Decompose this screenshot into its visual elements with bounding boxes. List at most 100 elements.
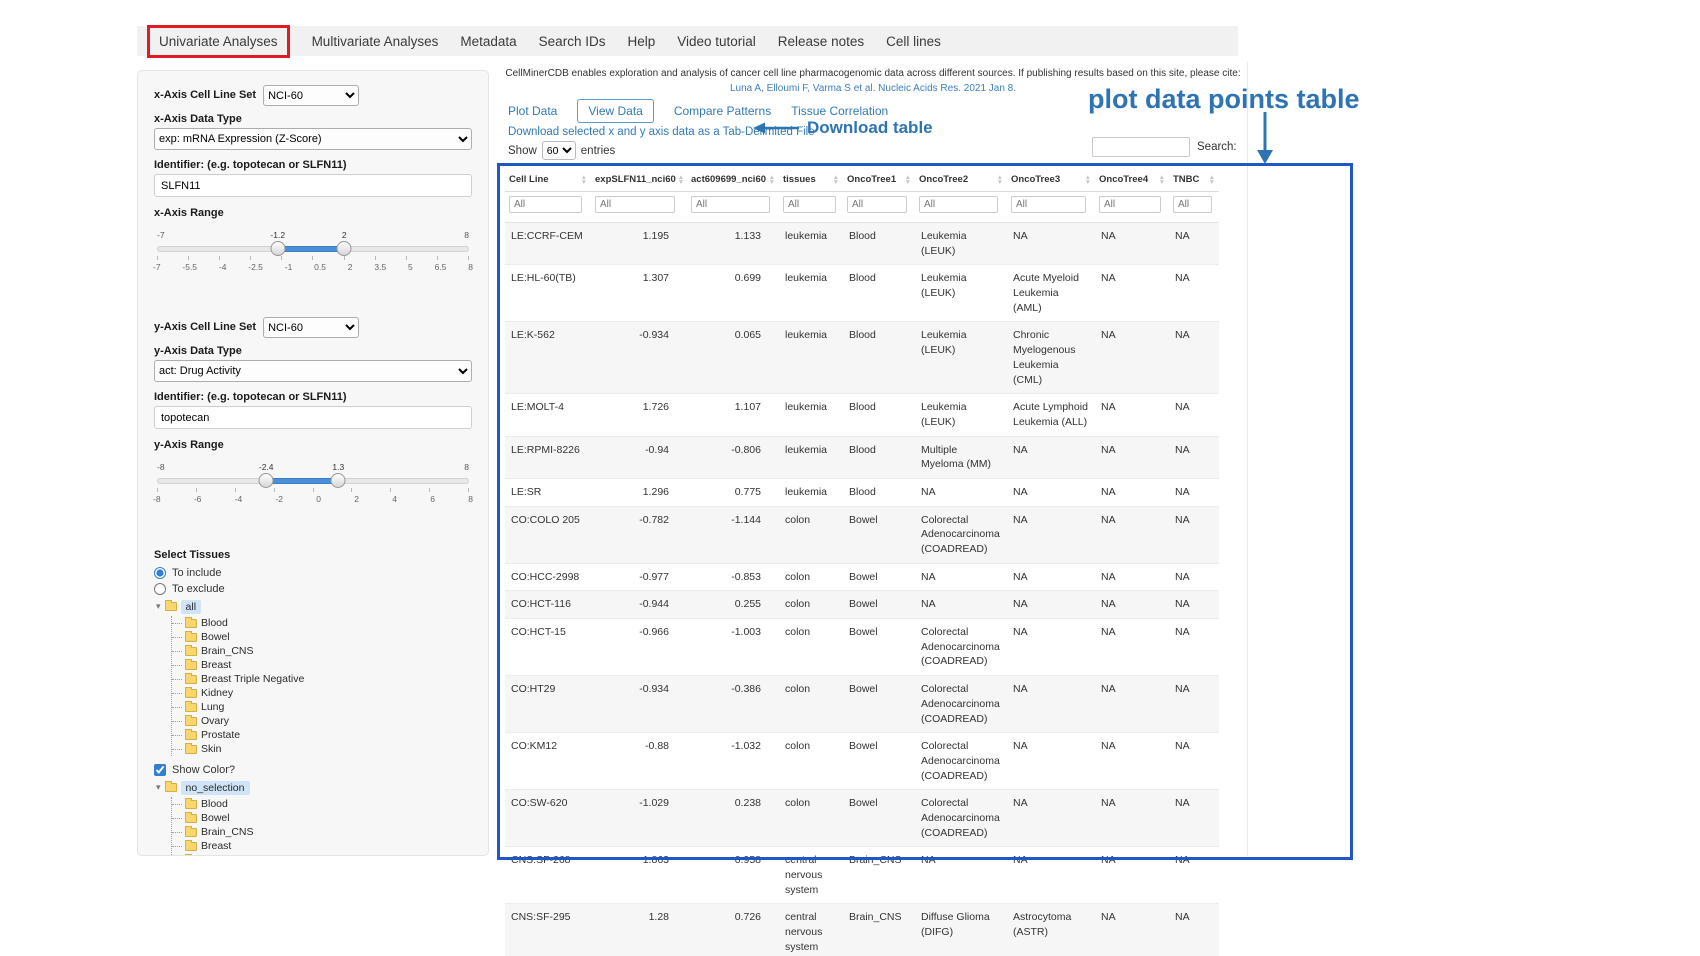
table-row[interactable]: CNS:SF-295 1.28 0.726 central nervous sy…	[505, 903, 1219, 956]
table-row[interactable]: CO:HT29 -0.934 -0.386 colon Bowel Colore…	[505, 675, 1219, 734]
column-filter-input[interactable]	[919, 196, 998, 213]
column-header[interactable]: OncoTree3 ▲ ▼	[1007, 168, 1095, 192]
sort-icon[interactable]: ▲ ▼	[678, 174, 683, 185]
tissue-tree-item[interactable]: Blood	[172, 797, 472, 811]
column-header[interactable]: OncoTree1 ▲ ▼	[843, 168, 915, 192]
tissue-tree-item[interactable]: Skin	[172, 742, 472, 756]
exclude-radio-row[interactable]: To exclude	[154, 583, 472, 595]
show-color-checkbox[interactable]	[154, 764, 166, 776]
x-range-slider[interactable]: -7 8 -1.2 2 -7 -5.5 -4 -2.5 -1 0.5 2 3.5 5 6.5 8	[153, 230, 473, 279]
tab-plot-data[interactable]: Plot Data	[508, 104, 558, 118]
y-identifier-input[interactable]	[154, 406, 472, 429]
tissue-tree-item[interactable]: Breast Triple Negative	[172, 672, 472, 686]
table-row[interactable]: CO:HCC-2998 -0.977 -0.853 colon Bowel NA…	[505, 563, 1219, 592]
search-input[interactable]	[1092, 137, 1190, 157]
sort-icon[interactable]: ▲ ▼	[997, 174, 1003, 185]
table-row[interactable]: CO:COLO 205 -0.782 -1.144 colon Bowel Co…	[505, 506, 1219, 564]
tree-root-no-selection[interactable]: ▾ no_selection	[156, 780, 472, 795]
tissue-tree-item[interactable]: Lung	[172, 700, 472, 714]
tissue-tree-item[interactable]: Bowel	[172, 630, 472, 644]
sort-icon[interactable]: ▲ ▼	[768, 174, 775, 185]
column-header-label: OncoTree4	[1099, 174, 1149, 185]
column-header[interactable]: TNBC ▲ ▼	[1169, 168, 1219, 192]
sort-down-icon: ▼	[768, 178, 775, 185]
column-filter-input[interactable]	[691, 196, 770, 213]
table-row[interactable]: CO:HCT-116 -0.944 0.255 colon Bowel NA N…	[505, 590, 1219, 620]
tissue-cell: colon	[779, 590, 843, 620]
sort-icon[interactable]: ▲ ▼	[833, 174, 839, 185]
include-radio-row[interactable]: To include	[154, 567, 472, 579]
x-slider-handle-low[interactable]	[270, 241, 286, 256]
column-filter-input[interactable]	[847, 196, 908, 213]
tissue-tree-item[interactable]: Brain_CNS	[172, 825, 472, 839]
nav-item-search-ids[interactable]: Search IDs	[538, 33, 606, 49]
column-header[interactable]: OncoTree4 ▲ ▼	[1095, 168, 1169, 192]
tissue-tree-item[interactable]: Brain_CNS	[172, 644, 472, 658]
tissue-tree-item[interactable]: Ovary	[172, 714, 472, 728]
x-identifier-input[interactable]	[154, 174, 472, 197]
column-filter-input[interactable]	[1173, 196, 1213, 213]
sort-icon[interactable]: ▲ ▼	[1085, 174, 1091, 185]
sort-icon[interactable]: ▲ ▼	[1159, 174, 1165, 185]
x-slider-handle-high[interactable]	[336, 241, 352, 256]
citation-reference-link[interactable]: Luna A, Elloumi F, Varma S et al. Nuclei…	[729, 83, 1017, 94]
column-header[interactable]: tissues ▲ ▼	[779, 168, 843, 192]
include-radio[interactable]	[154, 567, 166, 579]
tissue-tree-item[interactable]: Breast	[172, 839, 472, 853]
tissue-tree-item[interactable]: Breast Triple Negative	[172, 853, 472, 855]
search-label: Search:	[1197, 141, 1237, 153]
tissue-tree-item[interactable]: Bowel	[172, 811, 472, 825]
nav-item-release-notes[interactable]: Release notes	[777, 33, 865, 49]
x-data-type-select[interactable]: exp: mRNA Expression (Z-Score)	[154, 128, 472, 150]
nav-item-cell-lines[interactable]: Cell lines	[886, 33, 941, 49]
table-row[interactable]: LE:K-562 -0.934 0.065 leukemia Blood Leu…	[505, 321, 1219, 395]
nav-item-metadata[interactable]: Metadata	[460, 33, 517, 49]
column-header[interactable]: expSLFN11_nci60 ▲ ▼	[591, 168, 687, 192]
sort-icon[interactable]: ▲ ▼	[1209, 174, 1215, 185]
column-filter-input[interactable]	[595, 196, 675, 213]
y-data-type-select[interactable]: act: Drug Activity	[154, 360, 472, 382]
sort-icon[interactable]: ▲ ▼	[581, 174, 587, 185]
x-cell-line-set-select[interactable]: NCI-60	[263, 85, 360, 106]
entries-select[interactable]: 60	[541, 141, 576, 160]
table-row[interactable]: LE:HL-60(TB) 1.307 0.699 leukemia Blood …	[505, 264, 1219, 323]
oncotree1-cell: Brain_CNS	[843, 903, 915, 956]
column-header[interactable]: act609699_nci60 ▲ ▼	[687, 168, 779, 192]
download-tab-delimited-link[interactable]: Download selected x and y axis data as a…	[508, 126, 815, 138]
nav-item-help[interactable]: Help	[627, 33, 656, 49]
tissue-cell: colon	[779, 506, 843, 564]
tree-root-all[interactable]: ▾ all	[156, 599, 472, 614]
y-cell-line-set-select[interactable]: NCI-60	[263, 317, 360, 338]
column-filter-input[interactable]	[1011, 196, 1087, 213]
nav-item-multivariate-analyses[interactable]: Multivariate Analyses	[311, 33, 439, 49]
tissue-tree-item[interactable]: Kidney	[172, 686, 472, 700]
tissue-tree-item[interactable]: Prostate	[172, 728, 472, 742]
sort-icon[interactable]: ▲ ▼	[905, 174, 911, 185]
table-row[interactable]: LE:SR 1.296 0.775 leukemia Blood NA NA N…	[505, 478, 1219, 507]
y-slider-handle-high[interactable]	[330, 473, 346, 488]
table-row[interactable]: LE:RPMI-8226 -0.94 -0.806 leukemia Blood…	[505, 436, 1219, 479]
oncotree2-cell: NA	[915, 563, 1007, 592]
column-filter-input[interactable]	[509, 196, 583, 213]
column-header[interactable]: OncoTree2 ▲ ▼	[915, 168, 1007, 192]
tissue-tree-item[interactable]: Breast	[172, 658, 472, 672]
exclude-radio[interactable]	[154, 583, 166, 595]
table-row[interactable]: LE:MOLT-4 1.726 1.107 leukemia Blood Leu…	[505, 393, 1219, 437]
y-range-slider[interactable]: -8 8 -2.4 1.3 -8 -6 -4 -2 0 2 4 6 8	[153, 462, 473, 511]
tab-compare-patterns[interactable]: Compare Patterns	[673, 104, 772, 118]
tissue-tree-item[interactable]: Blood	[172, 616, 472, 630]
column-filter-input[interactable]	[783, 196, 836, 213]
tick-mark	[343, 256, 345, 260]
y-slider-handle-low[interactable]	[258, 473, 274, 488]
table-row[interactable]: CO:SW-620 -1.029 0.238 colon Bowel Color…	[505, 789, 1219, 848]
tab-tissue-correlation[interactable]: Tissue Correlation	[791, 104, 889, 118]
table-row[interactable]: CO:HCT-15 -0.966 -1.003 colon Bowel Colo…	[505, 618, 1219, 677]
column-filter-input[interactable]	[1099, 196, 1162, 213]
table-row[interactable]: LE:CCRF-CEM 1.195 1.133 leukemia Blood L…	[505, 222, 1219, 266]
tab-view-data[interactable]: View Data	[577, 99, 654, 123]
show-color-row[interactable]: Show Color?	[154, 764, 472, 776]
nav-item-univariate-analyses[interactable]: Univariate Analyses	[147, 24, 290, 58]
nav-item-video-tutorial[interactable]: Video tutorial	[677, 33, 756, 49]
table-row[interactable]: CO:KM12 -0.88 -1.032 colon Bowel Colorec…	[505, 732, 1219, 791]
column-header[interactable]: Cell Line ▲ ▼	[505, 168, 591, 192]
